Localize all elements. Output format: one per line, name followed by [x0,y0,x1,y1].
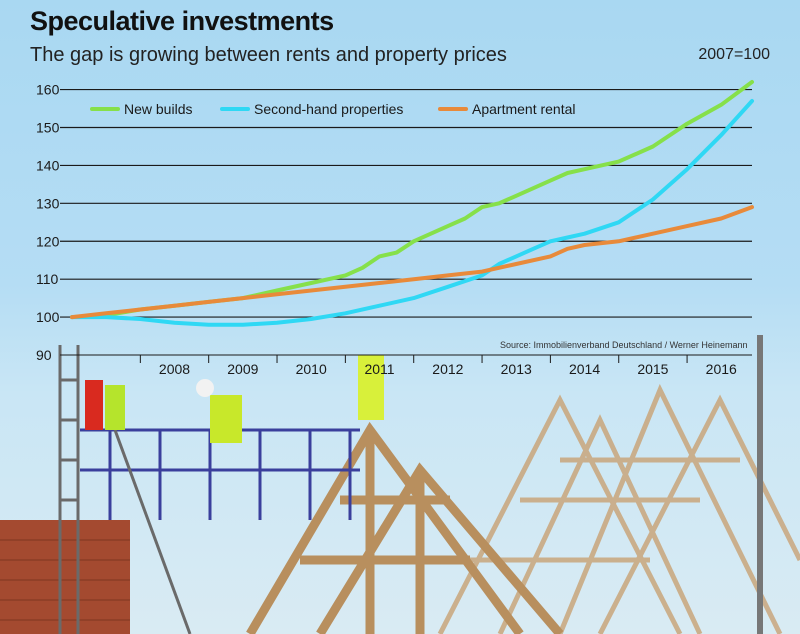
x-tick-label-2008: 2008 [159,361,190,377]
index-base-note: 2007=100 [698,46,770,63]
y-tick-label-90: 90 [36,347,52,363]
series-line-apartment-rental [70,205,754,320]
x-tick-label-2012: 2012 [432,361,463,377]
x-tick-label-2016: 2016 [706,361,737,377]
x-axis-ticks: 2008 2009 2010 2011 2012 2013 2014 2015 2016 [60,354,752,377]
legend-label-new-builds: New builds [124,101,192,117]
y-tick-label-100: 100 [36,309,60,325]
x-tick-label-2013: 2013 [501,361,532,377]
chart-title: Speculative investments [30,6,334,36]
y-tick-label-120: 120 [36,233,60,249]
y-tick-label-130: 130 [36,195,60,211]
legend-label-apartment-rental: Apartment rental [472,101,576,117]
series-lines [70,80,754,327]
x-tick-label-2014: 2014 [569,361,600,377]
x-tick-label-2015: 2015 [637,361,668,377]
legend: New builds Second-hand properties Apartmen… [90,101,576,117]
y-tick-label-110: 110 [36,271,59,287]
x-tick-label-2009: 2009 [227,361,258,377]
y-tick-label-150: 150 [36,120,60,136]
x-tick-label-2010: 2010 [296,361,327,377]
legend-label-second-hand-properties: Second-hand properties [254,101,403,117]
y-axis-ticks: 90 100 110 120 130 140 150 160 [36,82,60,363]
x-tick-label-2011: 2011 [364,361,394,377]
source-note: Source: Immobilienverband Deutschland / … [500,340,748,350]
y-tick-label-140: 140 [36,157,60,173]
chart-subtitle: The gap is growing between rents and pro… [30,44,507,66]
series-line-second-hand-properties [70,99,754,327]
y-tick-label-160: 160 [36,82,60,98]
gridlines [60,88,752,318]
